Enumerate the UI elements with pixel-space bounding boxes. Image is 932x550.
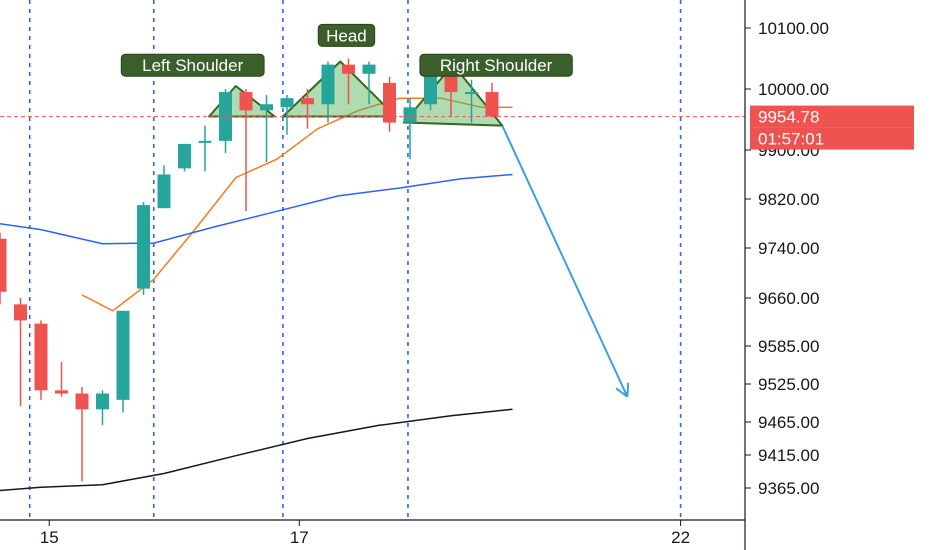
price-tick-label: 10100.00 [758, 19, 829, 38]
candle-body [485, 92, 499, 117]
price-tick-label: 9415.00 [758, 446, 819, 465]
pattern-label-box [317, 23, 376, 47]
candle-body [157, 174, 171, 209]
pattern-label-box [419, 53, 573, 77]
moving-average-line [0, 408, 513, 492]
projection-arrowhead [615, 387, 628, 398]
current-price-text: 9954.78 [758, 108, 819, 127]
candle [75, 387, 89, 482]
candle [260, 95, 273, 163]
candle [55, 361, 68, 397]
candle [383, 76, 396, 132]
candle-body [383, 82, 396, 123]
candle [14, 298, 27, 407]
candle-body [301, 98, 314, 105]
candle-body [96, 393, 109, 410]
countdown-text: 01:57:01 [758, 130, 824, 149]
pattern-label-text: Left Shoulder [142, 56, 243, 75]
candle [178, 143, 191, 172]
candle [157, 165, 171, 209]
candle-body [342, 64, 355, 74]
candle-body [239, 92, 253, 111]
projection-line[interactable] [501, 125, 629, 398]
countdown-badge [750, 127, 914, 150]
candle [0, 232, 7, 305]
projection-arrow[interactable] [501, 125, 630, 398]
candle [198, 125, 212, 172]
candle [465, 79, 478, 123]
candle-body [198, 140, 212, 143]
candle [280, 95, 294, 135]
pattern-label[interactable]: Left Shoulder [120, 53, 265, 77]
current-price-badges: 9954.78 01:57:01 [750, 105, 914, 150]
candle [321, 61, 335, 123]
pattern-label-text: Head [326, 26, 367, 45]
moving-average-line [0, 173, 513, 245]
candle [342, 58, 355, 105]
price-tick-label: 9365.00 [758, 479, 819, 498]
candle-body [14, 304, 27, 321]
time-tick-label: 15 [40, 528, 59, 547]
candle-body [137, 205, 150, 289]
candle-body [116, 310, 130, 400]
time-tick-label: 22 [671, 528, 690, 547]
candle-body [34, 323, 48, 391]
candle-body [75, 393, 89, 410]
candle-body [55, 390, 68, 394]
price-tick-label: 9820.00 [758, 190, 819, 209]
price-tick-label: 9525.00 [758, 375, 819, 394]
candle [96, 390, 109, 426]
projection-arrowhead [626, 382, 630, 397]
candle [137, 202, 150, 295]
candle [239, 89, 253, 212]
candle [116, 310, 130, 413]
candle [34, 320, 48, 400]
time-axis[interactable]: 15 17 22 [40, 520, 690, 547]
price-tick-label: 9465.00 [758, 413, 819, 432]
candle-body [280, 98, 294, 108]
candle [362, 61, 376, 105]
candle [485, 82, 499, 117]
candle-body [178, 143, 191, 169]
price-tick-label: 9740.00 [758, 239, 819, 258]
pattern-label-box [120, 53, 265, 77]
candle [301, 89, 314, 129]
pattern-label[interactable]: Head [317, 23, 376, 47]
candle-body [403, 107, 417, 123]
candle-body [362, 64, 376, 74]
candlesticks [0, 58, 499, 482]
time-tick-label: 17 [290, 528, 309, 547]
current-price-badge [750, 105, 914, 128]
candle-body [0, 238, 7, 292]
price-tick-label: 10000.00 [758, 80, 829, 99]
price-tick-label: 9660.00 [758, 289, 819, 308]
pattern-labels[interactable]: Left Shoulder Head Right Shoulder [120, 23, 573, 77]
candle-body [321, 64, 335, 105]
candle-body [424, 67, 437, 105]
candle [403, 98, 417, 160]
candle-body [465, 92, 478, 95]
pattern-label[interactable]: Right Shoulder [419, 53, 573, 77]
session-separators [28, 0, 682, 520]
pattern-label-text: Right Shoulder [440, 56, 553, 75]
candle-body [260, 104, 273, 111]
price-tick-label: 9585.00 [758, 337, 819, 356]
